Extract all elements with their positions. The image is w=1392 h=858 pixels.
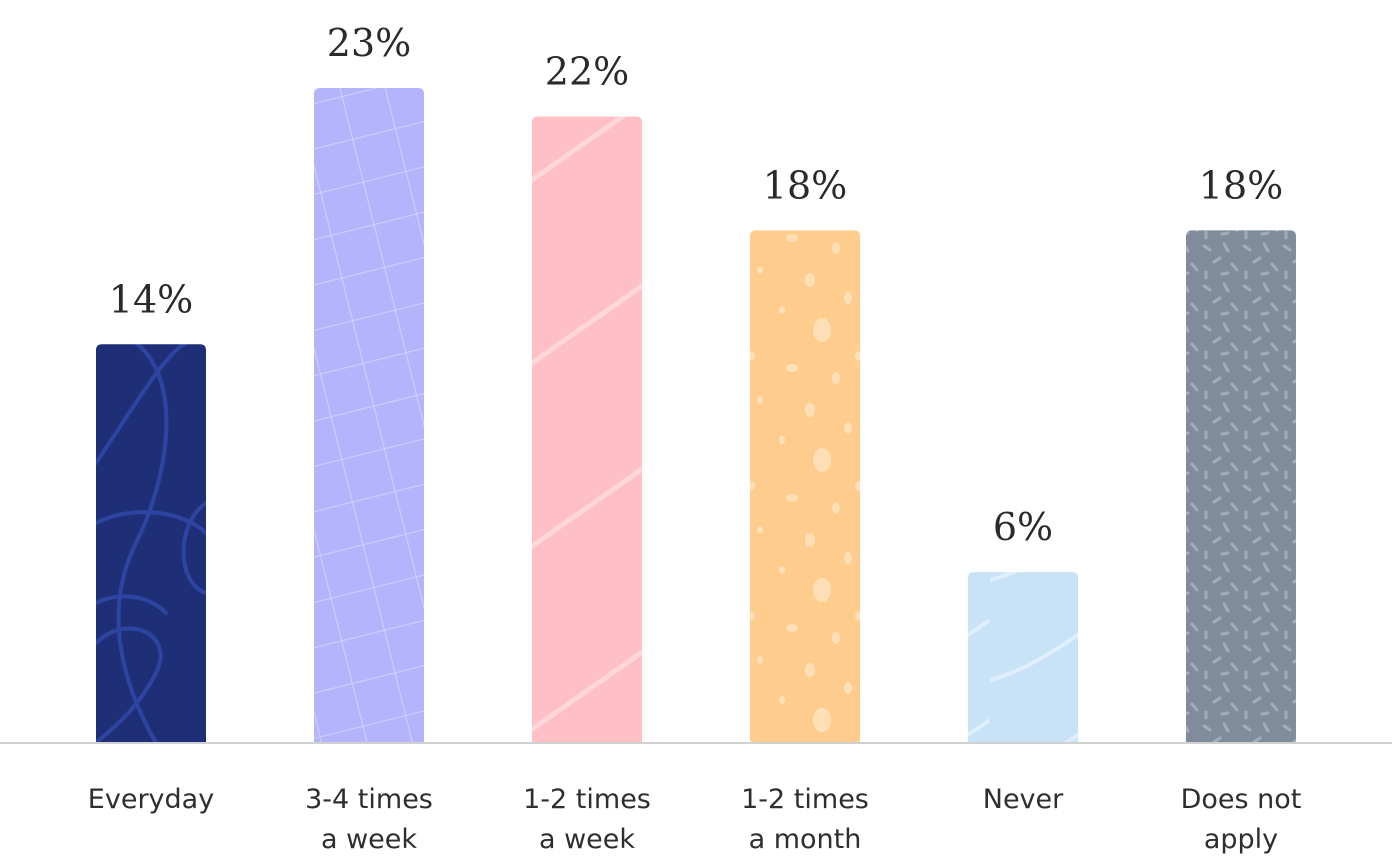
bar-value-label: 6% [993, 505, 1053, 549]
bar-value-label: 18% [763, 163, 847, 207]
category-tick-label: 1-2 times a week [523, 784, 651, 855]
category-tick-label-line: apply [1204, 824, 1278, 855]
category-tick-label-line: a week [321, 824, 417, 855]
category-tick-label-line: Never [983, 784, 1064, 815]
bar [1186, 230, 1296, 744]
category-tick-label: Everyday [88, 784, 214, 815]
category-tick-label-line: 3-4 times [305, 784, 433, 815]
bar [750, 230, 860, 744]
bar [968, 572, 1078, 743]
bar-value-label: 18% [1199, 163, 1283, 207]
category-tick-label: 1-2 times a month [741, 784, 869, 855]
category-tick-label: 3-4 times a week [305, 784, 433, 855]
bar-value-label: 22% [545, 49, 629, 93]
category-tick-label-line: 1-2 times [741, 784, 869, 815]
category-tick-label: Never [983, 784, 1064, 815]
category-tick-label-line: Does not [1181, 784, 1302, 815]
bar [532, 116, 642, 743]
category-tick-label-line: Everyday [88, 784, 214, 815]
bar [96, 344, 206, 743]
category-tick-label-line: a week [539, 824, 635, 855]
category-tick-label-line: a month [749, 824, 862, 855]
category-tick-label: Does not apply [1181, 784, 1302, 855]
bars-layer [96, 88, 1296, 744]
bar [314, 88, 424, 743]
bar-value-label: 23% [327, 21, 411, 65]
value-labels-layer: 14% 23% 22% 18% 6% 18% [109, 21, 1283, 549]
category-tick-label-line: 1-2 times [523, 784, 651, 815]
bar-value-label: 14% [109, 277, 193, 321]
